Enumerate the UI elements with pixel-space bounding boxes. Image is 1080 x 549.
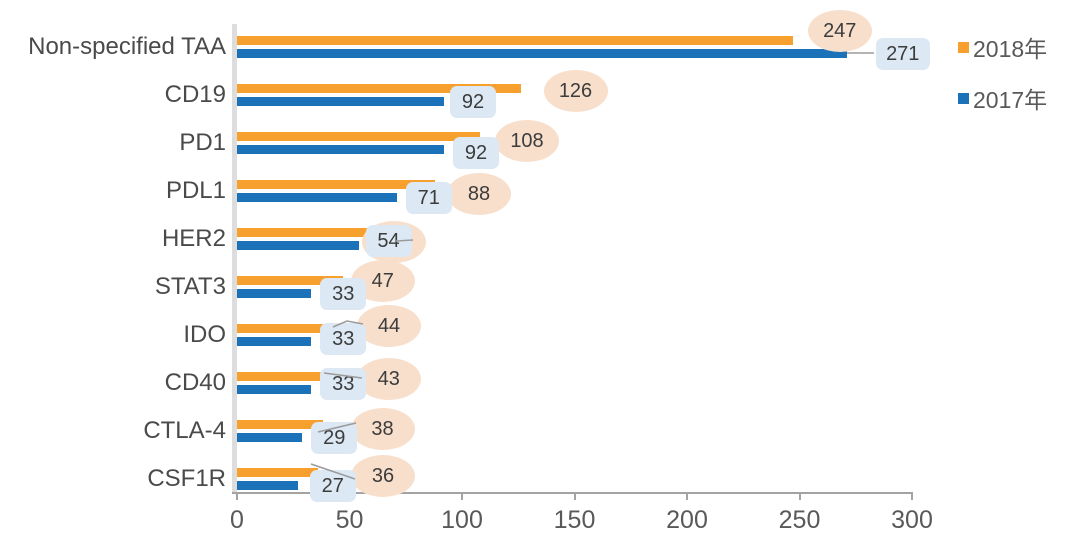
legend-label-2017: 2017年: [973, 87, 1048, 113]
bar-2017: [237, 337, 312, 346]
data-label-2018: 43: [356, 358, 421, 400]
bar-2018: [237, 468, 318, 477]
bar-2017: [237, 49, 847, 58]
data-label-2018: 44: [357, 305, 421, 347]
bar-2017: [237, 289, 312, 298]
x-axis-tick: [686, 494, 688, 500]
legend-item-2017: 2017年: [958, 81, 1047, 115]
bar-2018: [237, 420, 323, 429]
category-label: STAT3: [154, 273, 226, 300]
bar-2018: [237, 36, 793, 45]
bar-2017: [237, 433, 303, 442]
x-axis-tick: [236, 494, 238, 500]
legend-swatch-2018-icon: [958, 41, 969, 53]
category-label: CTLA-4: [143, 417, 226, 444]
y-axis-line: [232, 24, 237, 493]
data-label-2017: 33: [320, 368, 367, 400]
x-tick-label: 100: [441, 506, 483, 534]
data-label-2017: 54: [365, 225, 412, 257]
data-label-2018: 108: [495, 120, 559, 162]
bar-2017: [237, 385, 312, 394]
x-axis-tick: [798, 494, 801, 500]
bar-2018: [237, 228, 390, 237]
bar-2017: [237, 97, 444, 106]
data-label-2017: 33: [320, 323, 367, 355]
x-tick-label: 150: [553, 506, 596, 534]
legend-label-2018: 2018年: [973, 36, 1048, 62]
bar-2018: [237, 132, 480, 141]
bar-2017: [237, 481, 298, 490]
x-tick-label: 0: [230, 506, 244, 534]
legend-item-2018: 2018年: [958, 30, 1047, 64]
category-label: CSF1R: [147, 465, 226, 492]
category-label: IDO: [183, 321, 226, 348]
legend: 2018年 2017年: [958, 30, 1047, 132]
legend-swatch-2017-icon: [958, 92, 969, 104]
x-tick-label: 300: [891, 506, 933, 534]
x-axis-line: [232, 492, 913, 494]
category-label: PD1: [179, 129, 226, 156]
data-label-2017: 92: [453, 137, 499, 169]
category-label: CD19: [164, 81, 226, 108]
x-axis-tick: [573, 494, 576, 500]
bar-2017: [237, 145, 444, 154]
category-label: CD40: [164, 369, 226, 396]
category-label: Non-specified TAA: [28, 33, 226, 60]
bar-2018: [237, 84, 521, 93]
bar-2018: [237, 372, 334, 381]
x-axis-tick: [461, 494, 463, 500]
data-label-2018: 38: [350, 408, 415, 450]
bar-2018: [237, 276, 343, 285]
data-label-2017: 271: [875, 38, 930, 70]
bar-2017: [237, 241, 359, 250]
bar-2018: [237, 324, 336, 333]
data-label-2018: 88: [447, 173, 511, 215]
bar-2018: [237, 180, 435, 189]
data-label-2017: 29: [311, 422, 358, 454]
data-label-2017: 71: [405, 182, 452, 214]
bar-2017: [237, 193, 397, 202]
data-label-2018: 36: [351, 455, 415, 497]
x-tick-label: 250: [778, 506, 821, 534]
category-label: HER2: [161, 225, 226, 252]
x-axis-tick: [911, 494, 913, 500]
x-tick-label: 50: [335, 506, 364, 534]
data-label-2017: 27: [309, 470, 356, 502]
data-label-2018: 126: [543, 70, 608, 112]
category-label: PDL1: [165, 177, 226, 204]
data-label-2018: 247: [807, 10, 872, 52]
data-label-2017: 33: [320, 278, 367, 310]
x-tick-label: 200: [666, 506, 708, 534]
data-label-2017: 92: [450, 86, 496, 118]
